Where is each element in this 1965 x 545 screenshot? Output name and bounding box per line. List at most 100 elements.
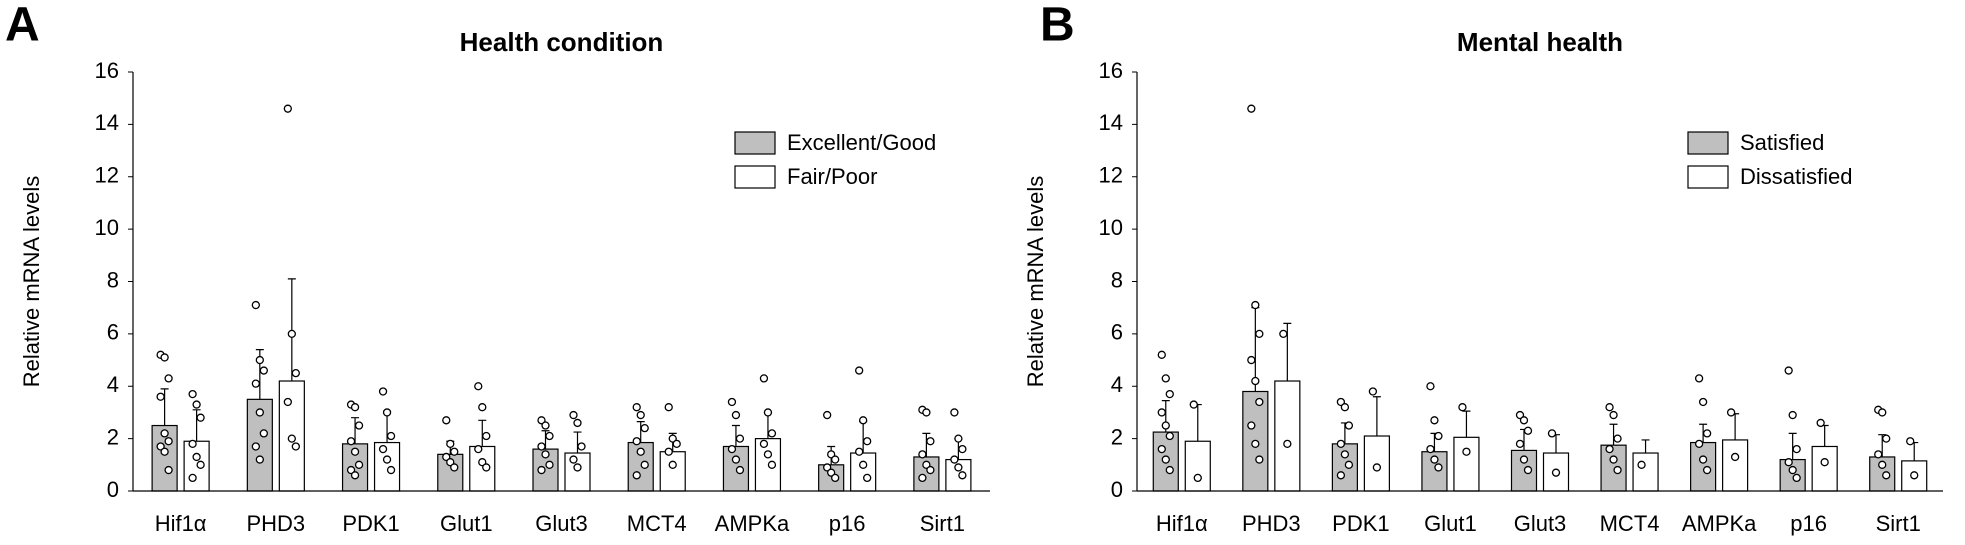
data-point [1430, 416, 1439, 425]
x-tick-label: p16 [1790, 511, 1827, 536]
data-point [958, 471, 967, 480]
data-point [668, 434, 677, 443]
error-bar [1462, 410, 1471, 438]
data-point [1336, 471, 1346, 480]
data-point [859, 416, 868, 425]
data-point [1157, 350, 1166, 359]
data-point [1336, 439, 1346, 449]
data-point [350, 403, 360, 412]
legend-swatch [1687, 165, 1729, 189]
data-point [1730, 452, 1740, 462]
y-tick-label: 6 [1111, 320, 1123, 345]
x-tick-label: Glut3 [1514, 511, 1567, 536]
data-point [1372, 463, 1382, 472]
data-point [1157, 444, 1166, 454]
data-point [1251, 439, 1260, 449]
data-point [450, 447, 459, 456]
data-point [251, 300, 260, 310]
legend-label: Fair/Poor [787, 164, 877, 189]
data-point [446, 439, 455, 449]
data-point [188, 473, 197, 483]
data-point [954, 463, 963, 472]
data-point [823, 410, 832, 420]
x-tick-label: Hif1α [1156, 511, 1208, 536]
data-point [1519, 455, 1529, 464]
data-point [1784, 458, 1793, 467]
y-axis-label: Relative mRNA levels [19, 176, 44, 388]
data-point [346, 437, 356, 446]
data-point [672, 439, 681, 449]
x-tick-label: PDK1 [342, 511, 399, 536]
legend-label: Satisfied [1740, 130, 1824, 155]
data-point [442, 452, 451, 462]
data-point [1605, 444, 1614, 454]
data-point [1255, 397, 1264, 407]
data-point [640, 460, 649, 469]
data-point [1878, 408, 1887, 417]
y-tick-label: 4 [1111, 372, 1123, 397]
data-point [196, 413, 205, 422]
data-point [350, 447, 360, 456]
data-point [727, 397, 737, 407]
data-point [482, 431, 491, 441]
data-point [537, 416, 546, 425]
data-point [731, 410, 741, 420]
panel-label: A [5, 0, 40, 52]
data-point [1547, 429, 1557, 438]
data-point [1368, 387, 1378, 396]
data-point [831, 473, 840, 483]
data-point [1523, 465, 1533, 475]
data-point [1874, 450, 1883, 459]
data-point [831, 455, 840, 464]
data-point [950, 455, 959, 464]
data-point [287, 434, 296, 443]
data-point [156, 392, 165, 401]
error-bar [160, 388, 169, 426]
x-tick-label: MCT4 [627, 511, 687, 536]
data-point [1613, 434, 1622, 443]
bar [1690, 441, 1717, 492]
bar [1722, 439, 1749, 492]
data-point [382, 455, 392, 464]
data-point [1551, 468, 1561, 477]
data-point [474, 382, 483, 391]
x-tick-label: PHD3 [1242, 511, 1301, 536]
data-point [573, 418, 582, 428]
data-point [954, 434, 963, 443]
data-point [958, 444, 967, 454]
data-point [1426, 444, 1435, 454]
data-point [922, 408, 931, 417]
y-tick-label: 0 [107, 477, 119, 502]
data-point [1515, 410, 1525, 420]
data-point [763, 450, 773, 459]
error-bar [636, 421, 645, 443]
data-point [541, 450, 550, 459]
data-point [759, 439, 769, 449]
data-point [474, 444, 483, 454]
data-point [188, 439, 197, 449]
data-point [478, 403, 487, 412]
data-point [863, 473, 872, 483]
data-point [1462, 447, 1471, 456]
data-point [1816, 418, 1825, 428]
data-point [287, 329, 296, 339]
data-point [855, 447, 864, 456]
data-point [922, 460, 931, 469]
data-point [1613, 465, 1622, 475]
data-point [664, 447, 673, 456]
data-point [1694, 374, 1704, 383]
data-point [1344, 421, 1354, 430]
data-point [1910, 471, 1919, 480]
data-point [1788, 410, 1797, 420]
data-point [1702, 465, 1712, 475]
data-point [1694, 439, 1704, 449]
data-point [731, 455, 741, 464]
data-point [1792, 473, 1801, 483]
error-bar [1372, 396, 1381, 437]
y-tick-label: 0 [1111, 477, 1123, 502]
data-point [386, 465, 396, 475]
data-point [354, 460, 364, 469]
data-point [541, 421, 550, 430]
data-point [950, 408, 959, 417]
